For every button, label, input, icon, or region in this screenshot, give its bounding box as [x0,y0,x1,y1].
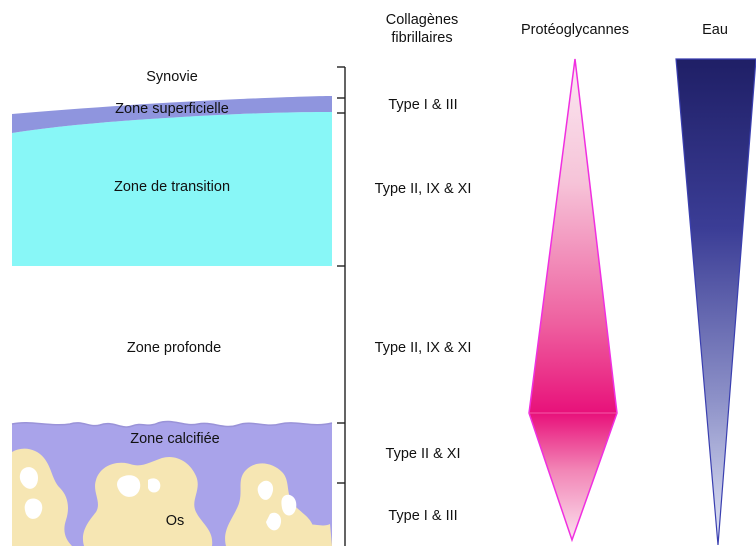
proteoglycan-gradient-diamond [528,58,618,543]
bone-holes [19,467,297,531]
zone-label-calcifiee: Zone calcifiée [130,431,220,447]
tidemark-line [11,420,333,428]
collagen-header: Collagènes fibrillaires [362,11,482,47]
proteoglycans-header: Protéoglycannes [520,22,629,38]
water-header: Eau [702,22,728,38]
collagen-type-transition: Type II, IX & XI [374,181,472,197]
zone-boundary-scale [337,66,346,546]
zone-label-profonde: Zone profonde [126,340,222,356]
zone-label-synovie: Synovie [146,69,198,85]
collagen-header-line2: fibrillaires [391,30,453,46]
collagen-type-superficielle: Type I & III [388,97,458,113]
superficial-zone [12,96,332,133]
water-gradient-triangle [675,58,756,546]
zone-label-superficielle: Zone superficielle [115,101,229,117]
transition-zone [12,112,332,266]
collagen-type-calcifiee: Type II & XI [385,446,461,462]
collagen-type-os: Type I & III [388,508,458,524]
collagen-header-line1: Collagènes [385,12,459,28]
zone-label-os: Os [165,513,185,529]
zone-label-transition: Zone de transition [113,179,231,195]
collagen-type-profonde: Type II, IX & XI [374,340,472,356]
